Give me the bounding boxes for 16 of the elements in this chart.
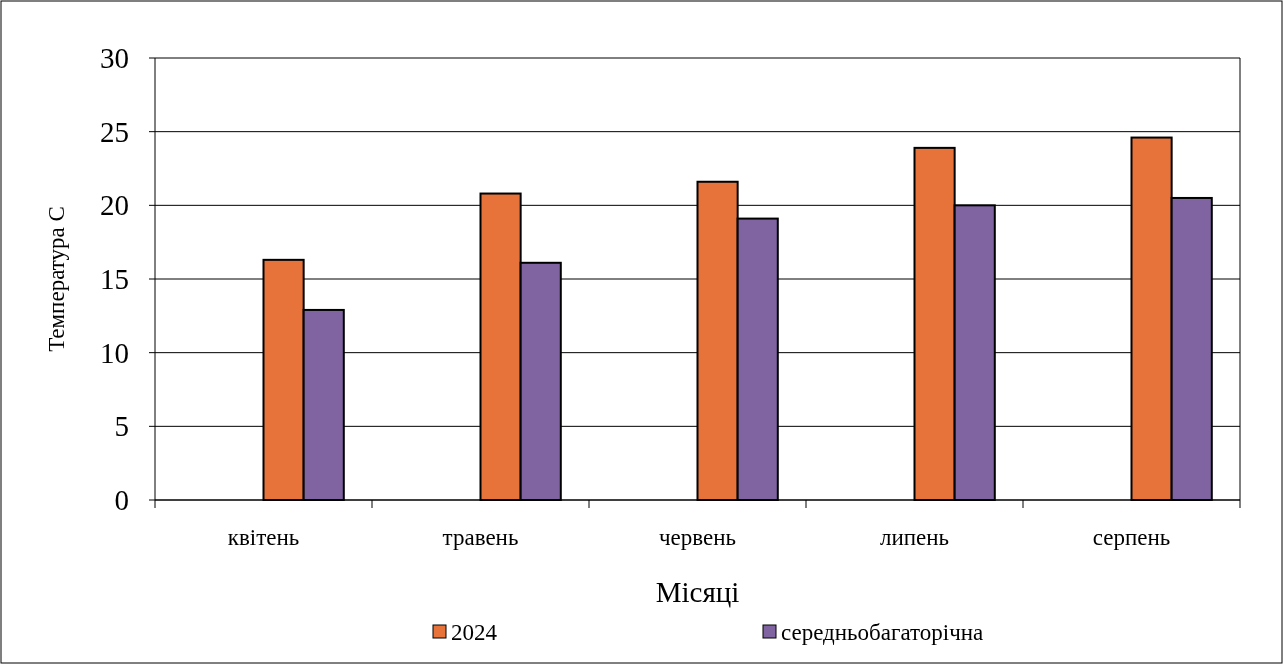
x-tick-label: червень (658, 525, 737, 550)
x-tick-label: квітень (227, 525, 300, 550)
y-tick-label: 30 (100, 42, 129, 75)
x-tick-label: липень (879, 525, 950, 550)
x-axis-title: Місяці (655, 576, 740, 608)
y-tick-label: 20 (100, 189, 129, 222)
y-axis-title: Температура С (44, 206, 69, 352)
x-tick-label: серпень (1092, 525, 1171, 550)
y-tick-label: 25 (100, 115, 129, 148)
legend-label: 2024 (451, 620, 498, 645)
y-tick-label: 0 (114, 484, 129, 517)
y-tick-label: 5 (114, 410, 129, 443)
y-tick-label: 15 (100, 263, 129, 296)
x-tick-label: травень (442, 525, 519, 550)
y-tick-label: 10 (100, 336, 129, 369)
legend-label: середньобагаторічна (781, 620, 984, 645)
